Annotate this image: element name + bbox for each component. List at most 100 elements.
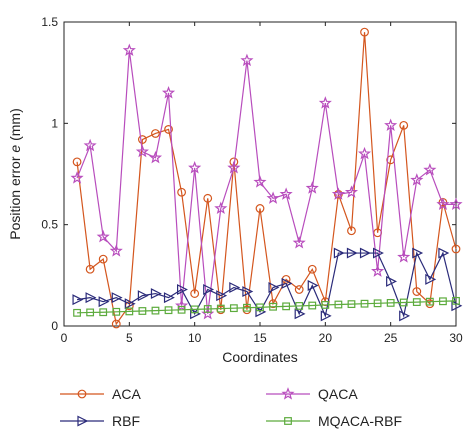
data-point-triangle xyxy=(255,306,267,318)
data-point-circle xyxy=(307,264,317,274)
data-point-star xyxy=(384,118,398,131)
data-point-circle xyxy=(177,187,187,197)
data-point-triangle xyxy=(229,282,241,293)
data-point-circle xyxy=(294,285,304,294)
data-point-square xyxy=(360,299,369,308)
data-point-square xyxy=(386,298,395,307)
data-point-square xyxy=(190,305,199,314)
data-point-star xyxy=(83,138,97,152)
x-tick-label: 10 xyxy=(188,331,202,345)
data-point-circle xyxy=(98,254,108,264)
data-point-star xyxy=(227,161,241,174)
data-point-triangle xyxy=(111,292,123,304)
data-point-circle xyxy=(111,319,121,329)
data-point-triangle xyxy=(399,310,411,322)
data-point-star xyxy=(281,387,295,400)
data-point-star xyxy=(371,264,385,277)
data-point-star xyxy=(188,161,202,174)
data-point-star xyxy=(96,229,110,243)
data-point-square xyxy=(138,307,147,315)
y-axis-label: Position error e (mm) xyxy=(7,108,23,240)
series-aca xyxy=(72,27,461,329)
data-point-square xyxy=(295,302,304,310)
data-point-square xyxy=(203,305,212,313)
x-tick-label: 20 xyxy=(319,331,333,345)
data-point-circle xyxy=(360,27,369,37)
legend-label: MQACA-RBF xyxy=(318,413,402,429)
legend-label: RBF xyxy=(112,413,140,429)
data-point-star xyxy=(331,187,345,200)
series-mqaca-rbf xyxy=(73,296,460,317)
data-point-square xyxy=(347,300,356,309)
data-point-square xyxy=(334,300,343,309)
data-point-triangle xyxy=(294,308,306,320)
data-point-triangle xyxy=(373,247,384,259)
data-point-star xyxy=(175,298,189,312)
x-tick-label: 25 xyxy=(384,331,398,345)
data-point-star xyxy=(410,173,424,186)
series-line xyxy=(76,251,457,319)
legend-entry: QACA xyxy=(266,386,358,402)
data-point-square xyxy=(112,307,121,316)
x-axis: 0 5 10 15 20 25 30 xyxy=(61,22,463,345)
y-axis: 0 0.5 1 1.5 xyxy=(41,15,456,333)
data-point-circle xyxy=(451,244,461,254)
data-point-star xyxy=(122,43,136,56)
data-point-triangle xyxy=(386,275,398,287)
data-point-square xyxy=(284,417,292,425)
x-axis-label: Coordinates xyxy=(222,349,298,365)
data-point-triangle xyxy=(451,300,463,312)
x-tick-label: 15 xyxy=(253,331,267,345)
data-point-star xyxy=(253,175,267,188)
data-point-circle xyxy=(137,135,147,144)
data-point-circle xyxy=(77,389,87,399)
series-line xyxy=(77,300,457,314)
data-point-square xyxy=(99,308,108,317)
legend-label: QACA xyxy=(318,386,358,402)
data-point-square xyxy=(412,298,421,306)
data-point-triangle xyxy=(150,288,162,300)
data-point-triangle xyxy=(412,247,424,259)
data-point-triangle xyxy=(85,292,97,304)
data-point-triangle xyxy=(77,415,89,427)
legend-label: ACA xyxy=(112,386,141,402)
data-point-star xyxy=(449,197,463,210)
data-point-triangle xyxy=(137,290,149,302)
data-point-triangle xyxy=(333,247,345,259)
data-point-star xyxy=(318,96,332,109)
plot-area xyxy=(63,21,457,327)
data-point-triangle xyxy=(346,247,358,259)
data-point-triangle xyxy=(438,247,450,259)
data-point-square xyxy=(73,308,81,317)
data-point-triangle xyxy=(216,290,228,302)
x-tick-label: 0 xyxy=(61,331,68,345)
data-point-star xyxy=(305,181,319,194)
legend: ACA QACA RBF MQACA-RBF xyxy=(60,386,402,429)
x-tick-label: 30 xyxy=(449,331,463,345)
data-point-square xyxy=(439,297,447,306)
data-point-triangle xyxy=(163,292,175,304)
data-point-square xyxy=(399,298,408,307)
data-point-triangle xyxy=(177,284,188,295)
series-line xyxy=(76,50,456,314)
data-point-square xyxy=(321,301,330,309)
data-point-square xyxy=(256,303,264,312)
data-point-square xyxy=(243,303,251,312)
data-point-star xyxy=(423,163,437,176)
data-point-square xyxy=(452,296,460,305)
series-line xyxy=(76,32,457,326)
data-point-square xyxy=(86,308,95,317)
data-point-star xyxy=(344,185,359,198)
data-point-square xyxy=(229,304,238,313)
y-tick-label: 0 xyxy=(51,319,58,333)
data-point-square xyxy=(373,299,382,308)
data-point-triangle xyxy=(72,294,84,306)
data-point-star xyxy=(148,150,163,164)
data-point-star xyxy=(70,171,84,184)
data-point-triangle xyxy=(190,308,202,320)
data-point-star xyxy=(436,197,450,210)
data-point-star xyxy=(161,86,176,99)
data-point-circle xyxy=(190,289,200,298)
data-point-square xyxy=(151,306,160,315)
series-qaca xyxy=(70,43,463,320)
